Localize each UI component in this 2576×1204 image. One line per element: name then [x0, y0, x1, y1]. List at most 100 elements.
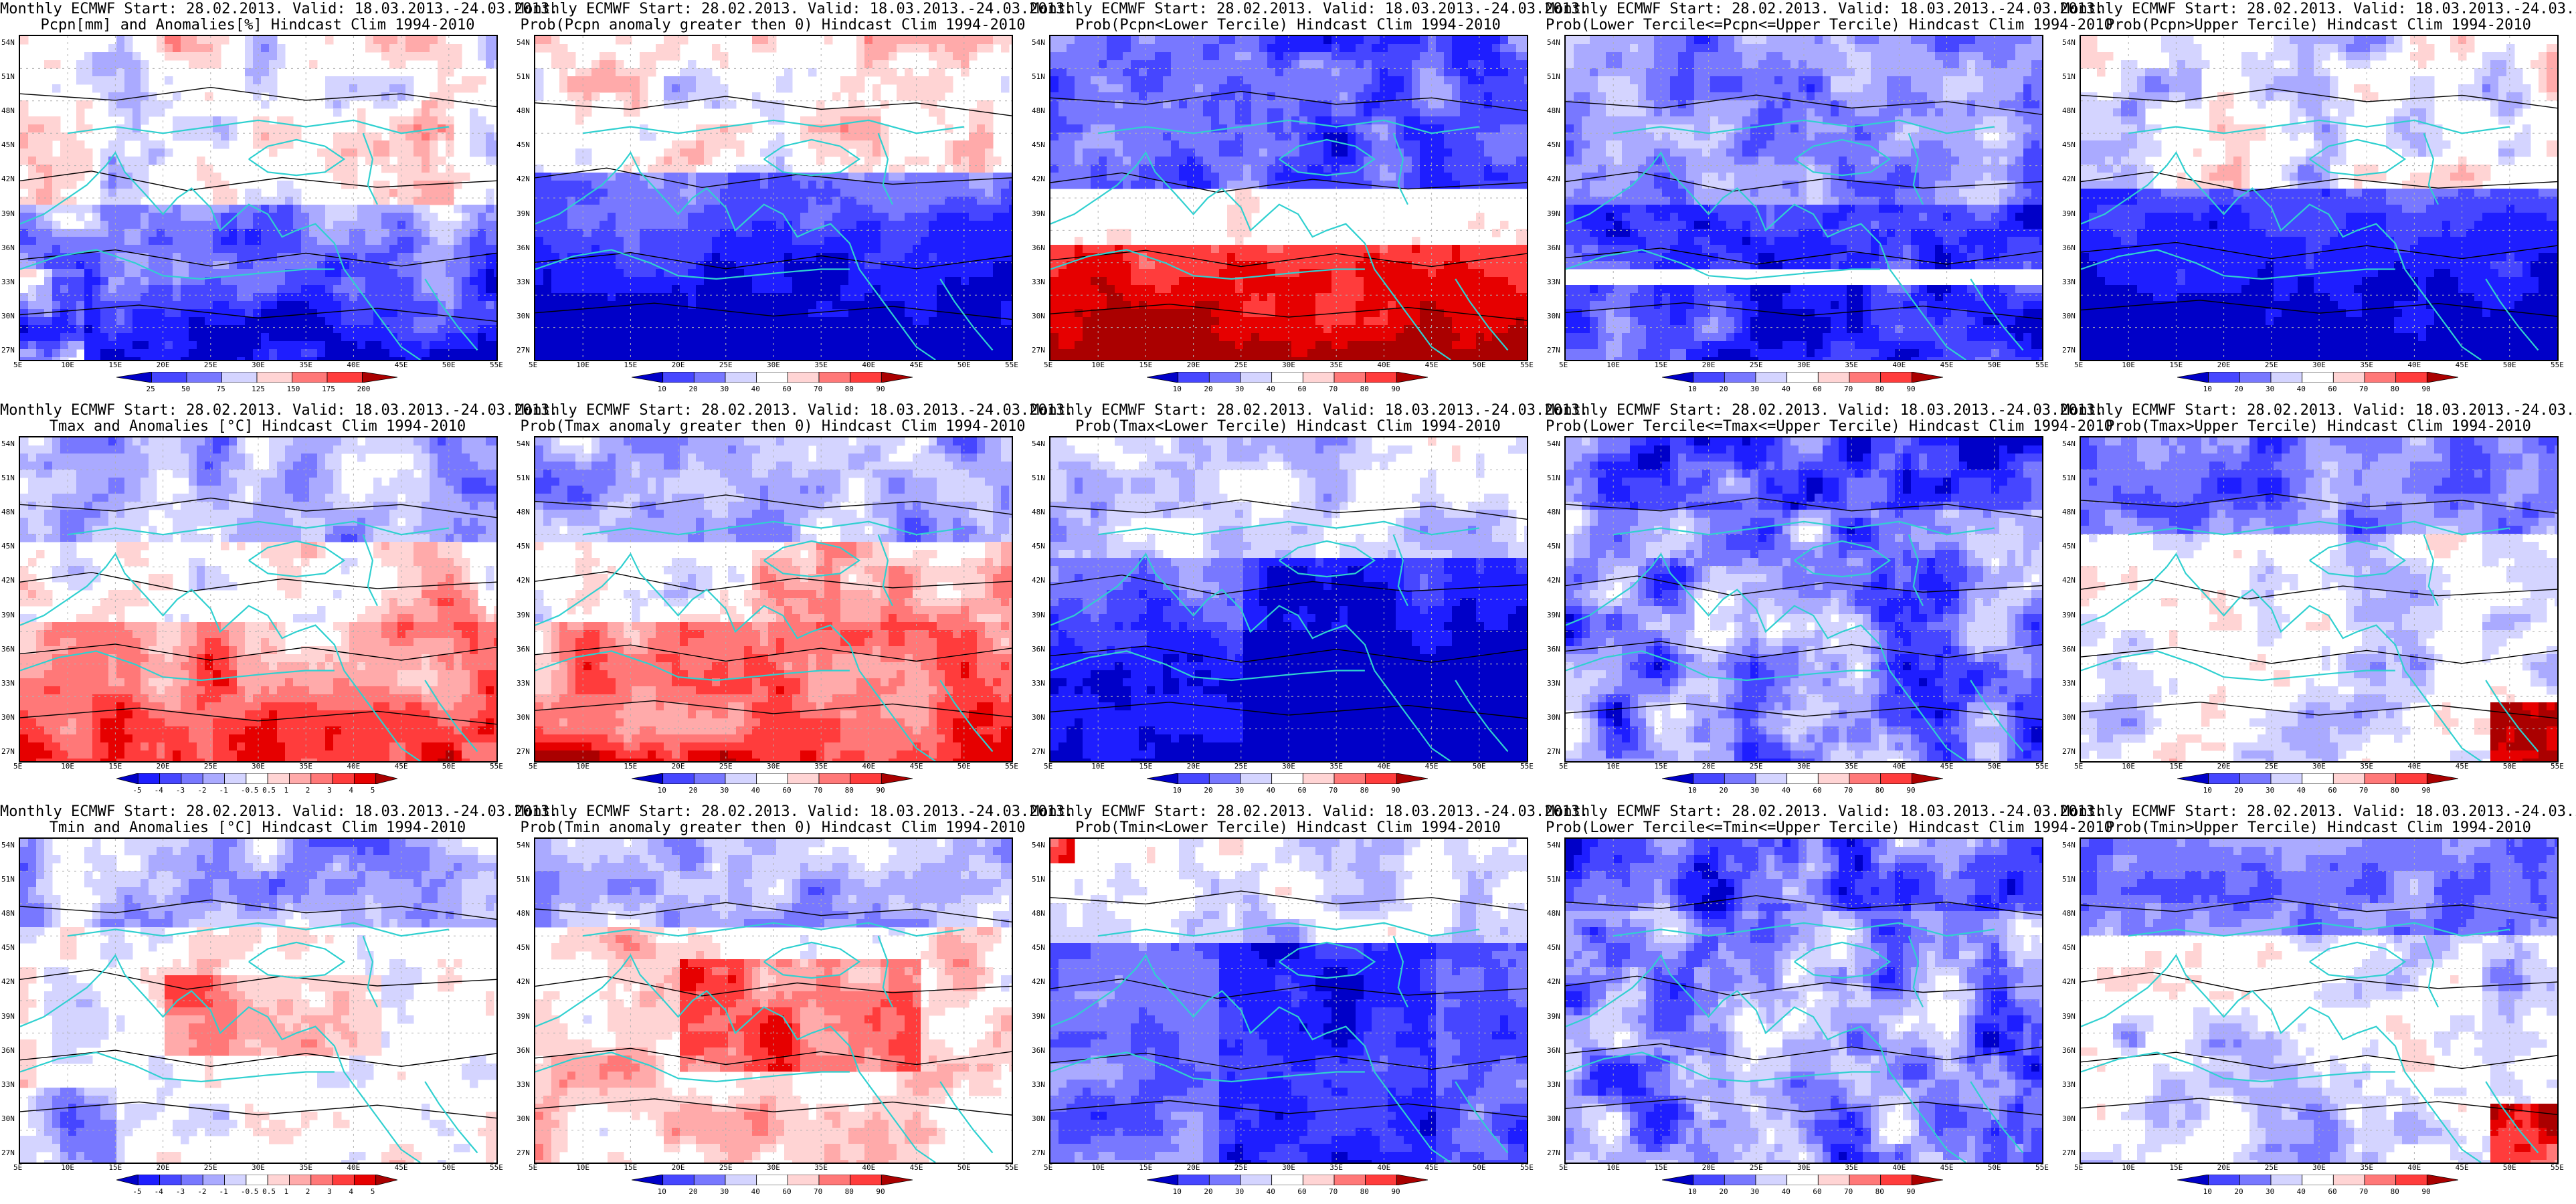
lon-tick-label: 30E [252, 361, 265, 369]
colorbar-swatch [632, 773, 664, 784]
colorbar-swatch [818, 372, 851, 383]
lon-tick-label: 15E [1139, 1164, 1152, 1172]
lon-tick-label: 35E [299, 1164, 312, 1172]
lat-tick-label: 54N [517, 39, 530, 47]
coastline [343, 268, 421, 360]
contour-line [20, 643, 496, 661]
lon-tick-label: 35E [814, 763, 828, 771]
map-panel-tmin-lower: Monthly ECMWF Start: 28.02.2013. Valid: … [1030, 803, 1588, 1204]
lat-tick-label: 30N [2062, 713, 2076, 722]
lat-tick-label: 36N [2062, 1046, 2076, 1055]
lon-tick-label: 5E [2074, 1164, 2083, 1172]
lat-tick-label: 42N [1, 978, 15, 986]
lat-tick-label: 27N [1, 1149, 15, 1157]
colorbar-swatch [850, 1175, 882, 1185]
lon-tick-label: 55E [2035, 361, 2049, 369]
colorbar-swatch [725, 773, 757, 784]
colorbar-swatch [1178, 773, 1210, 784]
lon-tick-label: 35E [1329, 1164, 1343, 1172]
lon-tick-label: 40E [862, 1164, 875, 1172]
colorbar-tick-label: 70 [2359, 787, 2368, 795]
colorbar [2177, 1175, 2458, 1185]
colorbar-swatch [725, 1175, 757, 1185]
coastline [424, 1081, 478, 1154]
lon-tick-label: 45E [2456, 361, 2469, 369]
lat-tick-label: 51N [2062, 876, 2076, 884]
lon-tick-label: 30E [767, 1164, 780, 1172]
map-field [1050, 437, 1527, 761]
panel-title-line1: Monthly ECMWF Start: 28.02.2013. Valid: … [1030, 804, 1588, 820]
contour-line [2081, 493, 2557, 514]
coastline [1374, 670, 1451, 761]
contour-line [2081, 579, 2557, 600]
map-frame [1049, 35, 1528, 361]
colorbar-swatch [1271, 372, 1303, 383]
colorbar-tick-label: 70 [1329, 787, 1338, 795]
lat-tick-label: 54N [1, 841, 15, 849]
colorbar-swatch [2270, 1175, 2303, 1185]
colorbar-swatch [1208, 773, 1241, 784]
coastline [1566, 954, 1891, 1072]
coastline [939, 1081, 994, 1154]
lon-tick-label: 35E [1329, 361, 1343, 369]
colorbar-swatch [116, 773, 139, 784]
lon-tick-label: 50E [1473, 1164, 1486, 1172]
map-panel-pcpn-lower: Monthly ECMWF Start: 28.02.2013. Valid: … [1030, 0, 1588, 401]
colorbar-tick-label: 90 [1906, 385, 1915, 393]
coastline [2081, 553, 2406, 671]
colorbar-tick-label: 60 [1813, 385, 1821, 393]
contour-line [1566, 247, 2042, 265]
colorbar-tick-label: 90 [1391, 1188, 1400, 1196]
panel-title-line1: Monthly ECMWF Start: 28.02.2013. Valid: … [1546, 804, 2104, 820]
lat-tick-label: 36N [1, 243, 15, 252]
panel-title-line1: Monthly ECMWF Start: 28.02.2013. Valid: … [1030, 1, 1588, 17]
coastline [1392, 132, 1408, 205]
lon-tick-label: 30E [2312, 1164, 2326, 1172]
coastline [1455, 1081, 1509, 1154]
lat-tick-label: 36N [1032, 1046, 1045, 1055]
lat-tick-label: 45N [517, 944, 530, 952]
lat-tick-label: 39N [517, 209, 530, 218]
colorbar-swatch [1302, 372, 1335, 383]
lon-tick-label: 10E [61, 1164, 74, 1172]
lat-tick-label: 27N [1547, 748, 1560, 756]
lon-tick-label: 25E [1750, 763, 1763, 771]
lon-tick-label: 40E [1892, 361, 1906, 369]
lon-tick-label: 55E [1005, 361, 1018, 369]
map-panel-tmax-prob_gt0: Monthly ECMWF Start: 28.02.2013. Valid: … [515, 401, 1073, 803]
coastline [20, 553, 345, 671]
colorbar-swatch [693, 773, 726, 784]
lat-tick-label: 45N [2062, 542, 2076, 550]
lon-tick-label: 25E [1234, 763, 1248, 771]
lon-tick-label: 15E [624, 763, 637, 771]
panel-title-line1: Monthly ECMWF Start: 28.02.2013. Valid: … [2061, 403, 2576, 419]
lon-tick-label: 30E [1282, 361, 1295, 369]
colorbar-swatch [693, 372, 726, 383]
contour-line [2081, 171, 2557, 192]
map-field [1566, 36, 2042, 360]
colorbar-swatch [2302, 372, 2334, 383]
lat-tick-label: 42N [2062, 577, 2076, 585]
panel-title-line2: Prob(Lower Tercile<=Tmin<=Upper Tercile)… [1546, 820, 2113, 836]
colorbar-tick-label: 20 [1719, 787, 1728, 795]
colorbar-swatch [693, 1175, 726, 1185]
colorbar-swatch [1817, 1175, 1850, 1185]
coastline [1392, 534, 1408, 607]
coastline [1970, 680, 2024, 752]
contour-line [535, 252, 1012, 270]
coastline [20, 151, 345, 270]
lat-tick-label: 27N [1, 346, 15, 355]
lat-tick-label: 54N [1547, 39, 1560, 47]
lat-tick-label: 30N [517, 713, 530, 722]
coastline [1794, 138, 1892, 177]
coastline [1566, 151, 1891, 270]
lon-tick-label: 40E [347, 361, 360, 369]
lon-tick-label: 20E [157, 1164, 170, 1172]
lon-tick-label: 25E [719, 763, 733, 771]
colorbar-swatch [787, 372, 820, 383]
lon-tick-label: 30E [767, 361, 780, 369]
colorbar-tick-label: 20 [1204, 1188, 1212, 1196]
lon-tick-label: 35E [814, 1164, 828, 1172]
lon-tick-label: 20E [1187, 763, 1200, 771]
lat-tick-label: 54N [1, 39, 15, 47]
